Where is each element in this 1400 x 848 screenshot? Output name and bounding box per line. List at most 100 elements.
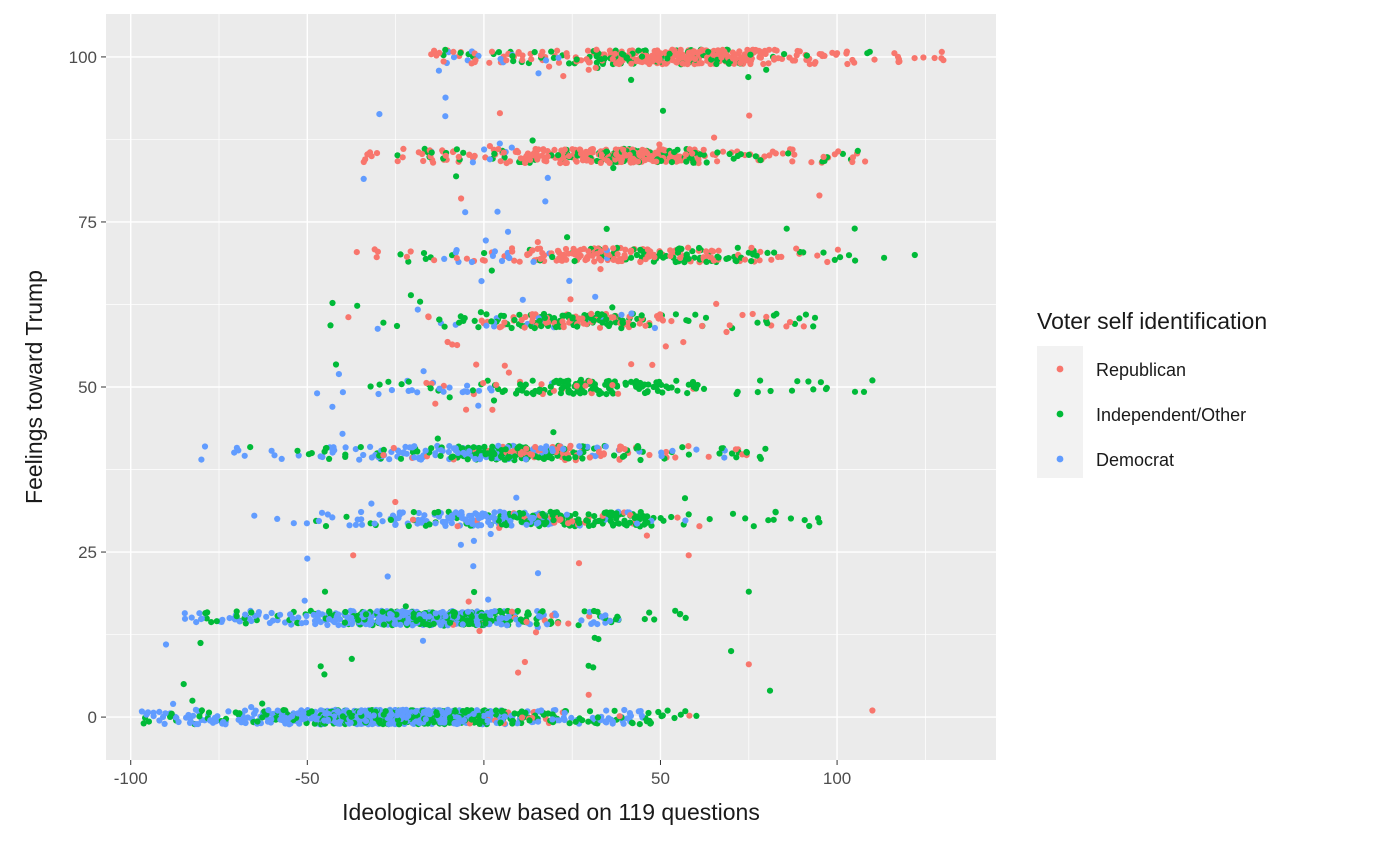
data-point-independent-other (591, 513, 598, 520)
data-point-democrat (432, 520, 439, 527)
data-point-independent-other (601, 55, 608, 62)
data-point-independent-other (621, 517, 628, 524)
data-point-republican (708, 247, 715, 254)
data-point-democrat (481, 146, 488, 153)
data-point-democrat (491, 608, 498, 615)
data-point-independent-other (715, 254, 722, 261)
data-point-democrat (347, 719, 354, 726)
y-tick-label: 0 (88, 708, 97, 727)
data-point-independent-other (423, 621, 430, 628)
data-point-independent-other (728, 648, 735, 655)
data-point-independent-other (590, 607, 598, 615)
data-point-independent-other (393, 611, 400, 618)
data-point-republican (541, 252, 548, 259)
data-point-republican (565, 153, 573, 160)
data-point-democrat (445, 448, 452, 456)
data-point-independent-other (550, 517, 557, 524)
data-point-independent-other (634, 315, 641, 323)
data-point-independent-other (729, 510, 737, 517)
data-point-independent-other (488, 318, 495, 325)
data-point-independent-other (566, 720, 573, 727)
data-point-independent-other (692, 311, 699, 318)
data-point-democrat (506, 254, 513, 262)
data-point-independent-other (802, 311, 810, 318)
data-point-republican (423, 379, 430, 387)
data-point-democrat (339, 430, 346, 437)
data-point-democrat (304, 555, 311, 562)
data-point-democrat (417, 456, 425, 463)
data-point-independent-other (342, 608, 349, 616)
data-point-democrat (602, 443, 609, 450)
data-point-independent-other (574, 323, 581, 330)
data-point-republican (703, 248, 710, 255)
data-point-democrat (721, 454, 728, 461)
data-point-independent-other (659, 107, 667, 114)
data-point-independent-other (437, 452, 444, 459)
data-point-republican (575, 560, 583, 567)
data-point-republican (380, 452, 387, 459)
data-point-independent-other (380, 319, 387, 326)
data-point-democrat (181, 615, 189, 622)
data-point-republican (662, 343, 669, 350)
legend: Voter self identification Republican Inde… (1037, 308, 1267, 478)
data-point-democrat (435, 67, 442, 74)
data-point-independent-other (691, 254, 698, 261)
data-point-independent-other (511, 453, 518, 460)
data-point-republican (453, 255, 460, 262)
data-point-democrat (368, 500, 375, 507)
data-point-republican (677, 46, 684, 53)
data-point-independent-other (733, 258, 740, 265)
data-point-independent-other (628, 254, 635, 261)
data-point-independent-other (767, 387, 774, 395)
data-point-independent-other (787, 515, 795, 522)
data-point-independent-other (612, 319, 619, 326)
data-point-republican (532, 629, 540, 636)
data-point-independent-other (460, 149, 467, 156)
data-point-independent-other (866, 48, 873, 55)
data-point-independent-other (785, 150, 792, 157)
data-point-independent-other (673, 377, 680, 384)
data-point-independent-other (750, 523, 757, 530)
data-point-republican (586, 378, 593, 385)
data-point-independent-other (685, 381, 692, 388)
data-point-independent-other (326, 455, 333, 462)
data-point-independent-other (628, 719, 636, 726)
data-point-republican (542, 319, 549, 326)
data-point-independent-other (641, 514, 649, 521)
data-point-independent-other (772, 508, 779, 515)
data-point-independent-other (362, 611, 370, 618)
data-point-independent-other (685, 451, 693, 458)
data-point-republican (938, 48, 945, 56)
data-point-independent-other (355, 617, 362, 624)
data-point-republican (637, 258, 644, 266)
data-point-democrat (403, 620, 410, 627)
data-point-independent-other (448, 454, 455, 461)
data-point-democrat (426, 613, 433, 620)
data-point-democrat (299, 716, 306, 723)
data-point-republican (585, 691, 592, 698)
data-point-democrat (542, 57, 550, 64)
data-point-democrat (421, 613, 428, 620)
data-point-republican (705, 453, 712, 460)
data-point-republican (747, 57, 755, 64)
data-point-democrat (563, 511, 571, 518)
data-point-independent-other (811, 314, 819, 321)
data-point-democrat (544, 621, 551, 628)
data-point-democrat (326, 616, 333, 623)
data-point-independent-other (376, 381, 383, 388)
data-point-independent-other (766, 687, 774, 694)
data-point-independent-other (677, 711, 684, 718)
data-point-republican (518, 316, 525, 324)
y-tick-label: 25 (78, 543, 97, 562)
data-point-independent-other (619, 320, 627, 327)
data-point-republican (715, 247, 722, 254)
data-point-democrat (193, 619, 200, 626)
data-point-independent-other (393, 322, 401, 330)
legend-key-independent-other (1056, 410, 1064, 418)
data-point-democrat (461, 717, 468, 724)
data-point-democrat (475, 515, 483, 522)
data-point-democrat (388, 612, 395, 619)
data-point-independent-other (414, 448, 421, 455)
data-point-democrat (464, 388, 471, 395)
data-point-democrat (396, 449, 403, 456)
